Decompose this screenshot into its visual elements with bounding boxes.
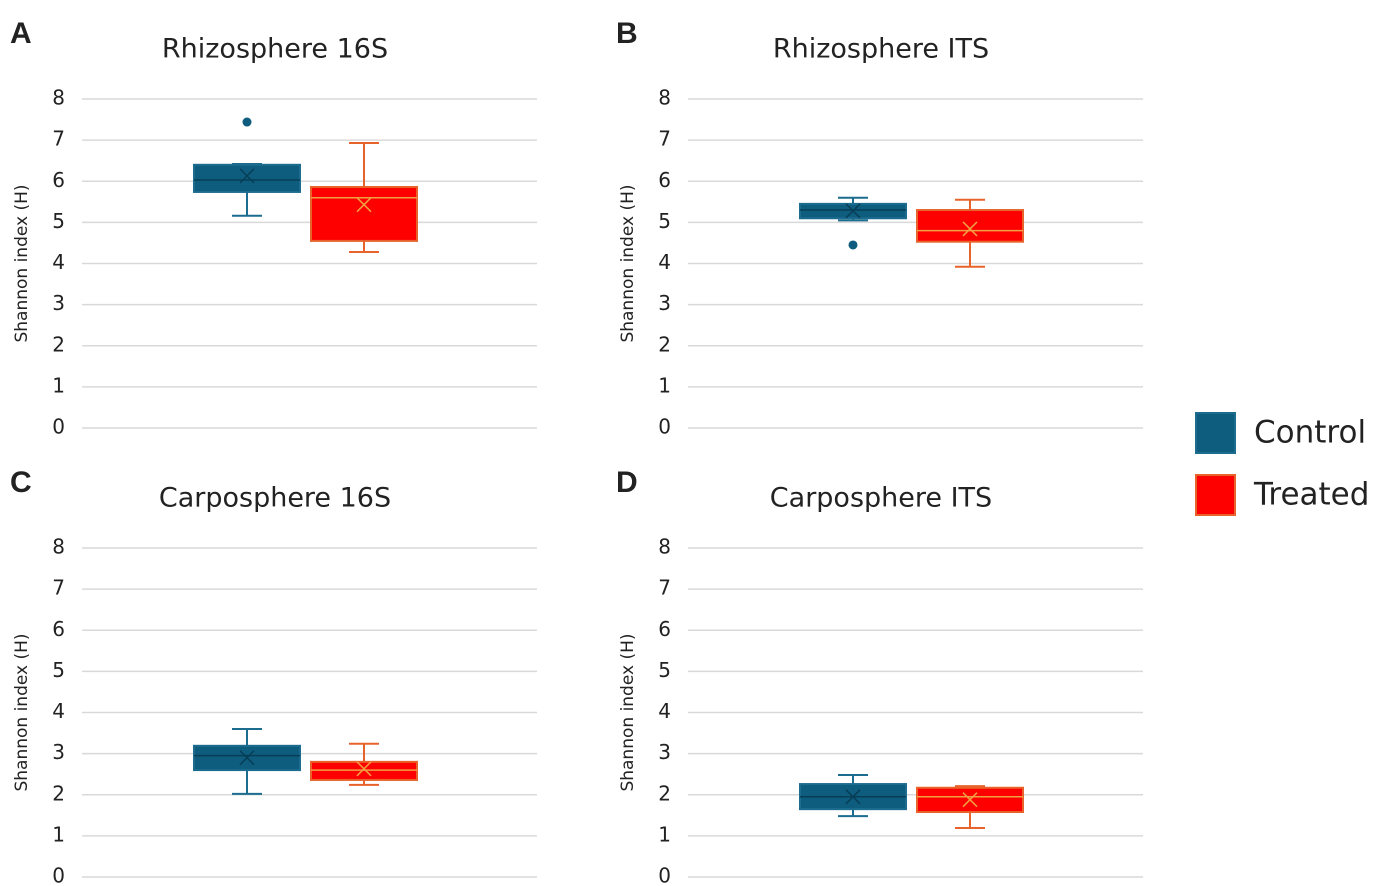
mean-marker — [239, 168, 255, 184]
panel-letter: C — [10, 466, 32, 499]
box — [193, 163, 301, 193]
chart-title: Carposphere 16S — [159, 483, 391, 514]
mean-marker — [356, 761, 372, 777]
y-tick-label: 7 — [658, 127, 671, 151]
y-tick-label: 7 — [52, 127, 65, 151]
outlier — [848, 240, 858, 250]
y-tick-label: 5 — [52, 658, 65, 682]
y-tick-label: 6 — [52, 617, 65, 641]
mean-stroke — [962, 221, 978, 237]
chart-title: Rhizosphere ITS — [773, 34, 989, 65]
y-axis-label: Shannon index (H) — [12, 184, 32, 342]
y-tick-label: 4 — [52, 250, 65, 274]
mean-stroke — [239, 168, 255, 184]
mean-marker — [962, 792, 978, 808]
mean-stroke — [845, 789, 861, 805]
y-tick-label: 3 — [658, 740, 671, 764]
panel-letter: B — [616, 17, 638, 50]
mean-marker — [356, 197, 372, 213]
y-axis-label: Shannon index (H) — [12, 633, 32, 791]
y-tick-label: 5 — [52, 209, 65, 233]
y-tick-label: 1 — [658, 822, 671, 846]
y-tick-label: 2 — [52, 332, 65, 356]
mean-stroke — [845, 203, 861, 219]
box — [916, 209, 1024, 243]
outlier — [242, 117, 252, 127]
mean-stroke — [962, 792, 978, 808]
y-tick-label: 2 — [52, 781, 65, 805]
y-tick-label: 8 — [658, 535, 671, 559]
box — [310, 760, 418, 781]
y-tick-label: 0 — [658, 415, 671, 439]
y-tick-label: 3 — [52, 740, 65, 764]
legend-swatch — [1195, 474, 1236, 516]
y-tick-label: 8 — [52, 86, 65, 110]
y-tick-label: 1 — [52, 822, 65, 846]
mean-stroke — [239, 750, 255, 766]
mean-marker — [845, 203, 861, 219]
y-tick-label: 3 — [52, 291, 65, 315]
legend-swatch — [1195, 412, 1236, 454]
legend-label: Control — [1254, 415, 1366, 451]
y-tick-label: 0 — [658, 864, 671, 886]
mean-marker — [845, 789, 861, 805]
y-tick-label: 6 — [52, 168, 65, 192]
panel-letter: A — [10, 17, 32, 50]
box — [310, 186, 418, 242]
mean-marker — [962, 221, 978, 237]
y-tick-label: 6 — [658, 168, 671, 192]
y-tick-label: 0 — [52, 415, 65, 439]
mean-stroke — [356, 197, 372, 213]
chart-title: Rhizosphere 16S — [162, 34, 388, 65]
y-tick-label: 2 — [658, 332, 671, 356]
mean-stroke — [356, 761, 372, 777]
panel-letter: D — [616, 466, 638, 499]
y-tick-label: 7 — [658, 576, 671, 600]
y-tick-label: 8 — [52, 535, 65, 559]
y-tick-label: 0 — [52, 864, 65, 886]
y-tick-label: 7 — [52, 576, 65, 600]
y-axis-label: Shannon index (H) — [618, 184, 638, 342]
y-tick-label: 1 — [52, 373, 65, 397]
y-tick-label: 2 — [658, 781, 671, 805]
y-tick-label: 4 — [658, 250, 671, 274]
y-tick-label: 5 — [658, 209, 671, 233]
legend-label: Treated — [1253, 477, 1369, 513]
y-tick-label: 3 — [658, 291, 671, 315]
y-tick-label: 5 — [658, 658, 671, 682]
chart-title: Carposphere ITS — [770, 483, 992, 514]
y-tick-label: 4 — [658, 699, 671, 723]
mean-marker — [239, 750, 255, 766]
y-tick-label: 6 — [658, 617, 671, 641]
y-tick-label: 1 — [658, 373, 671, 397]
y-axis-label: Shannon index (H) — [618, 633, 638, 791]
y-tick-label: 4 — [52, 699, 65, 723]
y-tick-label: 8 — [658, 86, 671, 110]
